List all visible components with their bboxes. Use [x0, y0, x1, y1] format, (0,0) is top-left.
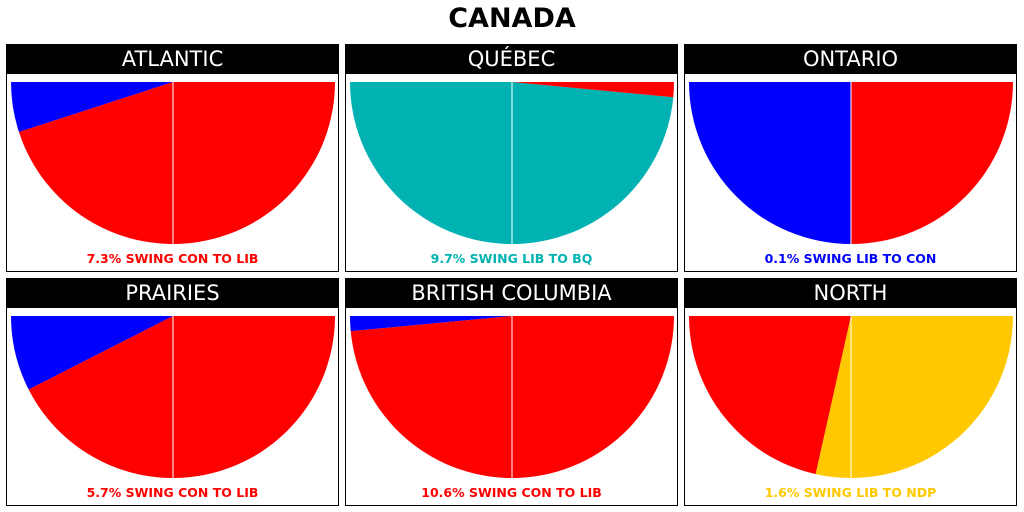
panel-atlantic: ATLANTIC 7.3% SWING CON TO LIB	[6, 44, 339, 272]
slice-con	[350, 316, 512, 332]
semicircle-chart	[11, 316, 335, 478]
panel-ontario: ONTARIO 0.1% SWING LIB TO CON	[684, 44, 1017, 272]
panel-quebec: QUÉBEC 9.7% SWING LIB TO BQ	[345, 44, 678, 272]
slice-con	[11, 316, 173, 390]
chart-title: CANADA	[448, 3, 576, 34]
slice-lib	[512, 82, 674, 98]
slice-con	[689, 82, 851, 244]
panel-prairies: PRAIRIES 5.7% SWING CON TO LIB	[6, 278, 339, 506]
panel-title: BRITISH COLUMBIA	[346, 279, 677, 308]
slice-con	[11, 82, 173, 133]
semicircle-chart	[11, 82, 336, 244]
swing-caption: 10.6% SWING CON TO LIB	[421, 485, 602, 500]
slice-lib	[18, 82, 336, 244]
swing-caption: 0.1% SWING LIB TO CON	[764, 251, 937, 266]
swing-caption: 5.7% SWING CON TO LIB	[86, 485, 259, 500]
slice-lib	[851, 82, 1013, 244]
slice-ndp	[815, 316, 1013, 478]
swing-caption: 7.3% SWING CON TO LIB	[86, 251, 259, 266]
semicircle-chart	[689, 316, 1013, 478]
panel-title: QUÉBEC	[346, 45, 677, 74]
slice-lib	[28, 316, 335, 478]
panel-title: PRAIRIES	[7, 279, 338, 308]
semicircle-chart	[350, 316, 674, 478]
panel-title: NORTH	[685, 279, 1016, 308]
panel-british-columbia: BRITISH COLUMBIA 10.6% SWING CON TO LIB	[345, 278, 678, 506]
panel-title: ATLANTIC	[7, 45, 338, 74]
semicircle-chart	[689, 82, 1013, 244]
panel-title: ONTARIO	[685, 45, 1016, 74]
slice-lib	[689, 316, 851, 475]
panel-north: NORTH 1.6% SWING LIB TO NDP	[684, 278, 1017, 506]
swing-caption: 1.6% SWING LIB TO NDP	[764, 485, 937, 500]
swing-caption: 9.7% SWING LIB TO BQ	[430, 251, 593, 266]
semicircle-chart	[350, 82, 674, 245]
